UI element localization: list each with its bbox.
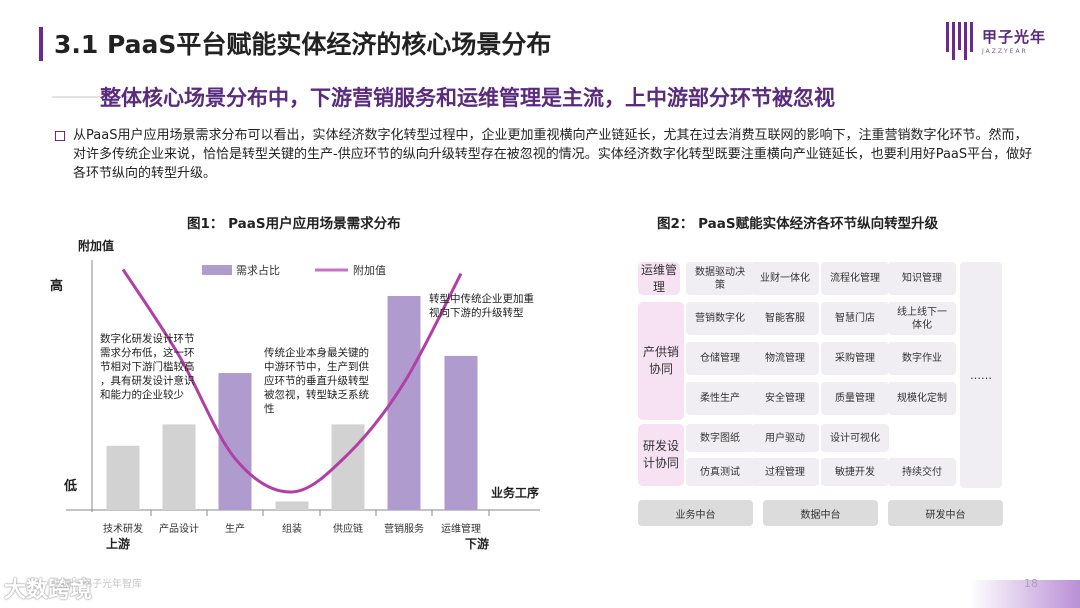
supply-cell: 营销数字化 — [686, 302, 754, 335]
more-column: …… — [960, 262, 1002, 488]
x-axis-title: 业务工序 — [491, 485, 539, 500]
annotation-rd-text: 数字化研发设计环节 需求分布低，这一环 节相对下游门槛较高 ，具有研发设计意识 … — [100, 332, 198, 401]
bullet-square-icon — [55, 131, 65, 141]
supply-cell: 数字作业 — [888, 342, 956, 375]
bar-4 — [331, 424, 365, 510]
corner-gradient — [970, 580, 1080, 608]
x-tick-label: 产品设计 — [159, 522, 199, 535]
annotation-down-text: 转型中传统企业更加重 视向下游的升级转型 — [429, 292, 537, 319]
page-title: 3.1 PaaS平台赋能实体经济的核心场景分布 — [54, 30, 552, 59]
ops-cell: 流程化管理 — [821, 262, 889, 295]
x-tick-label: 营销服务 — [384, 522, 424, 535]
legend-demand-swatch — [202, 265, 232, 275]
ops-cell: 业财一体化 — [751, 262, 819, 295]
platform-box: 研发中台 — [888, 500, 1003, 526]
supply-cell: 仓储管理 — [686, 342, 754, 375]
supply-cell: 智慧门店 — [821, 302, 889, 335]
rd-cell: 过程管理 — [751, 458, 819, 486]
ops-cell: 数据驱动决策 — [686, 262, 754, 295]
legend-demand-label: 需求占比 — [236, 263, 280, 277]
supply-cell: 线上线下一体化 — [888, 302, 956, 335]
footer-watermark-logo: 大数跨境 — [4, 578, 93, 603]
intro-paragraph: 从PaaS用户应用场景需求分布可以看出，实体经济数字化转型过程中，企业更加重视横… — [73, 128, 1033, 181]
supply-cell: 柔性生产 — [686, 382, 754, 415]
rd-cell: 敏捷开发 — [821, 458, 889, 486]
platform-box: 数据中台 — [763, 500, 878, 526]
title-accent-bar — [39, 27, 43, 61]
annotation-mid-text: 传统企业本身最关键的 中游环节中，生产到供 应环节的垂直升级转型 被忽视，转型缺… — [264, 346, 372, 415]
x-tick-label: 组装 — [282, 522, 302, 535]
x-axis-right-label: 下游 — [465, 536, 489, 551]
bar-3 — [275, 501, 309, 510]
supply-cell: 采购管理 — [821, 342, 889, 375]
rd-cell: 用户驱动 — [751, 424, 819, 452]
figure1-title: 图1： PaaS用户应用场景需求分布 — [187, 216, 401, 232]
page-subtitle: 整体核心场景分布中，下游营销服务和运维管理是主流，上中游部分环节被忽视 — [100, 86, 835, 110]
y-axis-high-label: 高 — [50, 278, 63, 294]
supply-cell: 物流管理 — [751, 342, 819, 375]
rd-cell: 数字图纸 — [686, 424, 754, 452]
x-tick-label: 生产 — [225, 522, 245, 535]
rd-cell: 仿真测试 — [686, 458, 754, 486]
bar-1 — [162, 424, 196, 510]
x-axis-left-label: 上游 — [106, 536, 130, 551]
rd-cell: 设计可视化 — [821, 424, 889, 452]
supply-cell: 规模化定制 — [888, 382, 956, 415]
rd-cell: 持续交付 — [888, 458, 956, 486]
y-axis-low-label: 低 — [63, 478, 77, 494]
supply-cell: 安全管理 — [751, 382, 819, 415]
y-axis-title: 附加值 — [78, 238, 114, 253]
x-tick-label: 运维管理 — [441, 522, 481, 535]
footer-source: 来源：甲子光年智库 — [52, 579, 142, 590]
platform-box: 业务中台 — [638, 500, 753, 526]
value-added-curve — [121, 268, 463, 494]
supply-cell: 质量管理 — [821, 382, 889, 415]
supply-cell: 智能客服 — [751, 302, 819, 335]
ops-cell: 知识管理 — [888, 262, 956, 295]
logo-text: 甲子光年 — [982, 28, 1047, 46]
figure2-title: 图2： PaaS赋能实体经济各环节纵向转型升级 — [657, 216, 939, 232]
x-tick-label: 技术研发 — [103, 522, 143, 535]
logo-subtext: JAZZYEAR — [982, 48, 1028, 55]
x-tick-label: 供应链 — [333, 522, 363, 535]
bar-6 — [444, 355, 478, 510]
legend-value-label: 附加值 — [353, 263, 386, 277]
side-supply: 产供销协同 — [638, 302, 684, 420]
demand-distribution-chart: 附加值 高 低 业务工序 上游 下游 技术研发 产品设计 生产 组装 供应链 营销服务 运维… — [50, 238, 540, 551]
brand-logo: 甲子光年 JAZZYEAR — [946, 22, 1056, 68]
bar-5 — [387, 296, 421, 510]
subtitle-divider — [52, 96, 132, 98]
side-rd: 研发设计协同 — [638, 424, 684, 486]
side-ops: 运维管理 — [638, 262, 680, 295]
bar-0 — [106, 445, 140, 510]
